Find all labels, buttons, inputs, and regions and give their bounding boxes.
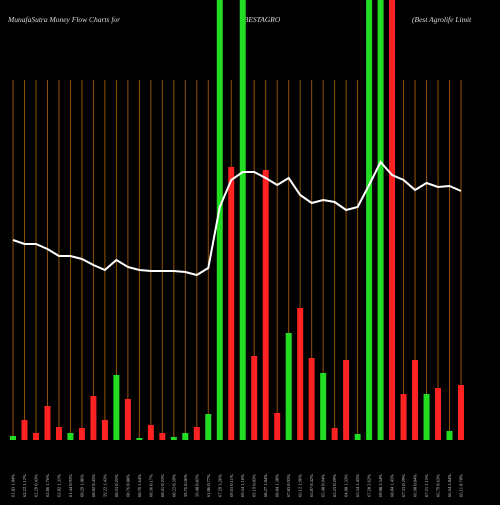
x-tick-label: 66.98 0.84% bbox=[413, 474, 418, 497]
bar bbox=[400, 394, 407, 440]
bar bbox=[147, 425, 154, 440]
bar bbox=[262, 170, 269, 440]
x-tick-label: 69.08 2.54% bbox=[378, 474, 383, 497]
bar bbox=[297, 308, 304, 440]
bar bbox=[354, 434, 361, 440]
bar bbox=[251, 356, 258, 440]
x-tick-label: 65.23 0.29% bbox=[332, 474, 337, 497]
bar bbox=[308, 358, 315, 440]
bar bbox=[159, 433, 166, 440]
bar bbox=[10, 436, 16, 440]
x-tick-label: 66.54 1.04% bbox=[447, 474, 452, 497]
bar bbox=[216, 0, 223, 440]
bar bbox=[366, 0, 373, 440]
bar bbox=[21, 420, 28, 440]
bar bbox=[343, 360, 350, 440]
x-tick-label: 62.86 1.76% bbox=[45, 474, 50, 497]
bar bbox=[389, 0, 396, 440]
x-tick-label: 62.02 1.31% bbox=[56, 474, 61, 497]
bar bbox=[239, 0, 246, 440]
bar bbox=[331, 428, 338, 440]
x-tick-label: 69.54 1.16% bbox=[240, 474, 245, 497]
bar bbox=[458, 385, 464, 440]
x-tick-label: 62.29 0.43% bbox=[33, 474, 38, 497]
x-tick-label: 61.83 1.04% bbox=[11, 474, 16, 497]
bar bbox=[136, 438, 143, 440]
x-tick-label: 59.76 0.36% bbox=[183, 474, 188, 497]
x-tick-label: 60.53 0.25% bbox=[114, 474, 119, 497]
bar bbox=[423, 394, 430, 440]
x-tick-label: 67.21 1.15% bbox=[424, 474, 429, 497]
bar bbox=[170, 437, 177, 440]
x-tick-label: 62.22 1.12% bbox=[22, 474, 27, 497]
bar bbox=[377, 0, 384, 440]
bar bbox=[446, 431, 453, 440]
bar bbox=[44, 406, 51, 440]
x-tick-label: 69.19 0.83% bbox=[252, 474, 257, 497]
x-tick-label: 66.11 0.70% bbox=[459, 474, 464, 497]
bar bbox=[124, 399, 131, 440]
x-tick-label: 59.22 1.43% bbox=[102, 474, 107, 497]
x-tick-label: 67.28 2.62% bbox=[367, 474, 372, 497]
bar bbox=[55, 427, 62, 440]
x-tick-label: 59.48 0.85% bbox=[194, 474, 199, 497]
bar bbox=[435, 388, 442, 440]
x-tick-label: 60.36 0.17% bbox=[148, 474, 153, 497]
bar bbox=[320, 373, 327, 440]
x-tick-label: 60.76 1.64% bbox=[137, 474, 142, 497]
x-tick-label: 61.44 0.93% bbox=[68, 474, 73, 497]
x-tick-label: 65.40 0.94% bbox=[321, 474, 326, 497]
x-tick-label: 60.22 0.59% bbox=[171, 474, 176, 497]
x-tick-label: 64.80 1.33% bbox=[344, 474, 349, 497]
bar bbox=[78, 428, 85, 440]
title-right: (Best Agrolife Limit bbox=[412, 15, 472, 24]
bar bbox=[32, 433, 39, 440]
bar bbox=[274, 413, 281, 440]
x-tick-label: 69.63 0.11% bbox=[229, 474, 234, 497]
x-tick-label: 60.76 0.88% bbox=[125, 474, 130, 497]
x-tick-label: 65.34 1.45% bbox=[355, 474, 360, 497]
bar bbox=[205, 414, 212, 440]
x-tick-label: 68.04 1.38% bbox=[275, 474, 280, 497]
bar bbox=[113, 375, 120, 440]
bar bbox=[182, 433, 189, 440]
title-left: MunafaSutra Money Flow Charts for bbox=[7, 15, 120, 24]
bar bbox=[90, 396, 97, 440]
x-tick-label: 68.04 1.45% bbox=[390, 474, 395, 497]
line bbox=[12, 160, 462, 277]
x-tick-label: 60.41 0.23% bbox=[160, 474, 165, 497]
bar bbox=[285, 333, 292, 440]
x-tick-label: 66.12 1.96% bbox=[298, 474, 303, 497]
x-tick-label: 66.79 0.63% bbox=[436, 474, 441, 497]
bar bbox=[228, 167, 235, 440]
bar bbox=[193, 427, 200, 440]
x-tick-label: 61.06 0.77% bbox=[206, 474, 211, 497]
title-center: BESTAGRO bbox=[244, 15, 281, 24]
x-tick-label: 67.29 3.26% bbox=[217, 474, 222, 497]
x-tick-label: 60.02 0.45% bbox=[91, 474, 96, 497]
x-tick-label: 65.87 0.42% bbox=[309, 474, 314, 497]
bar bbox=[67, 433, 74, 440]
x-tick-label: 68.27 1.04% bbox=[263, 474, 268, 497]
x-tick-label: 67.33 0.29% bbox=[401, 474, 406, 497]
bar bbox=[101, 420, 108, 440]
x-tick-label: 60.29 1.06% bbox=[79, 474, 84, 497]
bar bbox=[412, 360, 419, 440]
x-tick-label: 67.83 0.93% bbox=[286, 474, 291, 497]
